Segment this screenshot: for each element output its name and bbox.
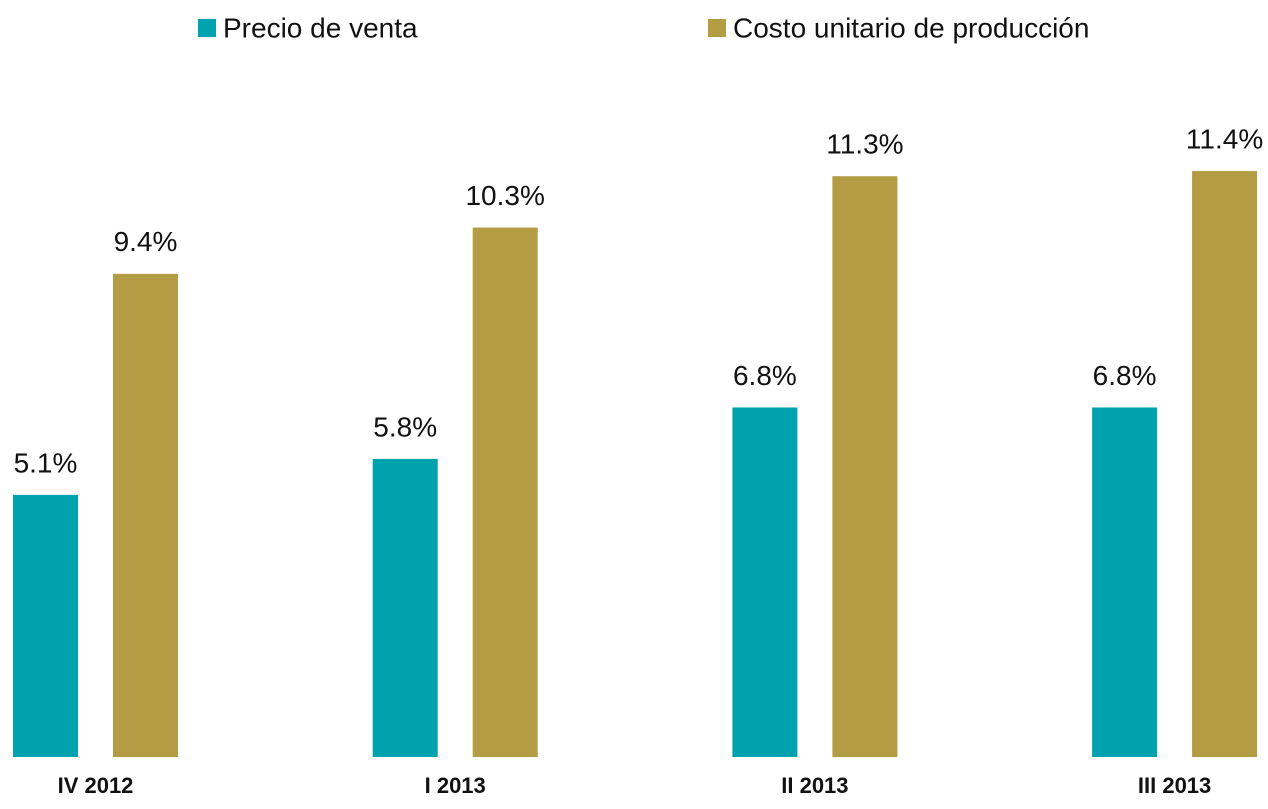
bar: [832, 176, 898, 757]
x-tick-label: I 2013: [425, 773, 486, 798]
bar: [1192, 171, 1258, 758]
value-label: 6.8%: [733, 360, 797, 391]
value-label: 11.3%: [826, 129, 903, 160]
bar: [13, 494, 78, 757]
legend-label: Precio de venta: [223, 12, 418, 43]
value-label: 6.8%: [1093, 360, 1157, 391]
legend-swatch: [708, 19, 726, 37]
value-label: 11.4%: [1186, 123, 1263, 154]
bar: [113, 273, 178, 757]
x-tick-label: IV 2012: [58, 773, 134, 798]
bar: [472, 227, 538, 757]
bar: [732, 407, 798, 757]
bar: [1092, 407, 1158, 757]
legend-label: Costo unitario de producción: [733, 12, 1089, 43]
value-label: 10.3%: [465, 180, 544, 211]
value-label: 5.8%: [373, 411, 437, 442]
legend-swatch: [198, 19, 216, 37]
bar: [372, 458, 438, 757]
x-tick-label: III 2013: [1138, 773, 1211, 798]
value-label: 9.4%: [114, 226, 178, 257]
value-label: 5.1%: [14, 447, 78, 478]
x-tick-label: II 2013: [781, 773, 848, 798]
